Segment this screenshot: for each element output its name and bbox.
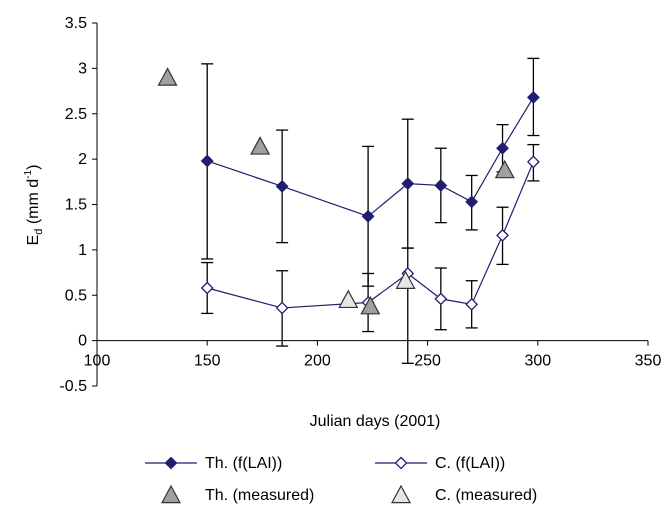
x-tick-label: 200: [304, 353, 331, 370]
y-tick-label: 1.5: [65, 197, 87, 214]
legend-marker: [394, 456, 408, 470]
data-point: [434, 179, 448, 192]
x-tick-label: 100: [84, 353, 111, 370]
y-axis-title-sub: d: [33, 229, 45, 235]
y-tick-label: 3.5: [65, 15, 87, 32]
data-point: [157, 67, 178, 86]
y-tick-label: 2.5: [65, 106, 87, 123]
series-line: [207, 97, 534, 217]
error-bars: [201, 57, 540, 364]
series-lines: [207, 97, 534, 309]
x-tick-label: 350: [635, 353, 662, 370]
series-line: [207, 161, 534, 309]
data-point: [200, 281, 214, 295]
x-tick-label: 300: [524, 353, 551, 370]
data-point: [275, 301, 289, 315]
data-point: [361, 209, 375, 223]
legend-item: Th. (f(LAI)): [145, 455, 282, 472]
x-tick-label: 150: [194, 353, 221, 370]
data-point: [395, 270, 416, 289]
y-axis-title-unit: (mm d: [25, 179, 42, 229]
legend: Th. (f(LAI)) C. (f(LAI)) Th. (measured) C. …: [145, 455, 537, 504]
legend-label: C. (measured): [435, 487, 537, 504]
series-markers: [157, 67, 540, 315]
data-point: [275, 179, 289, 193]
y-axis-title-sup: -1: [23, 169, 34, 178]
data-point: [465, 297, 479, 311]
y-tick-label: 1: [78, 242, 87, 259]
data-point: [401, 177, 415, 191]
y-tick-label: 0.5: [65, 287, 87, 304]
tick-labels: -0.5 0 0.5 1 1.5 2 2.5 3 3.5 100 150 200 250 300 350: [59, 15, 661, 395]
y-axis-title-main: E: [25, 235, 42, 246]
data-point: [494, 159, 515, 179]
y-tick-label: 3: [78, 60, 87, 77]
legend-marker: [160, 484, 182, 504]
data-point: [465, 195, 479, 209]
data-point: [250, 136, 271, 155]
legend-marker: [164, 456, 178, 470]
legend-item: C. (measured): [390, 484, 537, 504]
legend-label: Th. (f(LAI)): [205, 455, 282, 472]
legend-label: C. (f(LAI)): [435, 455, 505, 472]
data-point: [526, 90, 540, 104]
data-point: [496, 141, 509, 155]
data-point: [338, 289, 359, 309]
x-tick-label: 250: [414, 353, 441, 370]
axes: [92, 22, 649, 387]
legend-marker: [390, 484, 412, 504]
y-tick-label: -0.5: [59, 378, 87, 395]
legend-item: C. (f(LAI)): [375, 455, 505, 472]
legend-item: Th. (measured): [160, 484, 314, 504]
data-point: [496, 228, 509, 242]
y-tick-label: 2: [78, 151, 87, 168]
legend-label: Th. (measured): [205, 487, 314, 504]
y-axis-title-close: ): [25, 165, 42, 170]
y-tick-label: 0: [78, 333, 87, 350]
data-point: [360, 295, 381, 315]
x-axis-title: Julian days (2001): [310, 413, 441, 430]
data-point: [526, 155, 540, 169]
data-point: [434, 292, 448, 306]
data-point: [200, 154, 214, 168]
y-axis-title: Ed (mm d-1): [23, 165, 45, 246]
